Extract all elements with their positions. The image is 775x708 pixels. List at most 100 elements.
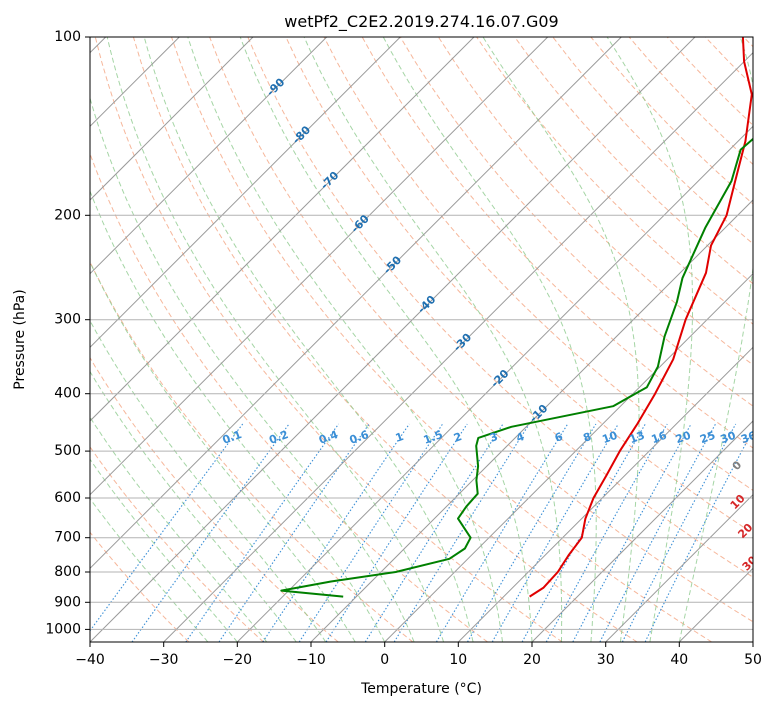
isotherm-line — [90, 37, 549, 496]
isotherm-line — [384, 272, 753, 642]
isotherm-line — [90, 37, 401, 349]
isotherm-line — [90, 37, 328, 275]
x-tick-label: 30 — [597, 652, 615, 668]
y-tick-label: 900 — [54, 594, 81, 610]
isotherm-line — [163, 51, 753, 642]
mixing-ratio-label: 4 — [514, 430, 526, 445]
moist-adiabat-line — [90, 319, 327, 642]
mixing-ratio-line — [521, 423, 646, 642]
x-tick-label: 50 — [744, 652, 762, 668]
mixing-ratio-label: 36 — [739, 429, 758, 447]
mixing-ratio-line — [644, 428, 753, 642]
moist-adiabat-line — [90, 458, 238, 642]
moist-adiabat-label: 40 — [751, 586, 771, 606]
mixing-ratio-label: 6 — [553, 430, 565, 445]
mixing-ratio-label: 16 — [650, 429, 669, 447]
dry-adiabat-line — [399, 37, 753, 407]
dry-adiabat-line — [90, 446, 264, 642]
x-axis-label: Temperature (°C) — [360, 681, 482, 697]
isotherm-line — [605, 493, 753, 642]
mixing-ratio-label: 10 — [600, 429, 619, 447]
mixing-ratio-label: 1.5 — [422, 428, 445, 447]
y-axis-label: Pressure (hPa) — [12, 289, 28, 389]
y-tick-label: 500 — [54, 443, 81, 459]
moist-adiabat-line — [90, 189, 386, 642]
dry-adiabat-line — [514, 37, 753, 285]
moist-adiabat-line — [90, 416, 268, 642]
dry-adiabat-line — [209, 37, 753, 623]
moist-adiabat-line — [606, 37, 693, 642]
moist-adiabat-line — [187, 37, 503, 642]
mixing-ratio-label: 20 — [674, 429, 693, 447]
x-tick-label: 0 — [380, 652, 389, 668]
isotherm-line — [236, 125, 753, 642]
isotherm-line — [457, 346, 753, 642]
mixing-ratio-label: 1 — [394, 430, 406, 445]
mixing-ratio-label: 13 — [628, 429, 647, 446]
mixing-ratio-line — [545, 423, 668, 642]
moist-adiabat-line — [106, 37, 445, 642]
isotherm-line — [90, 37, 622, 570]
mixing-ratio-line — [491, 423, 619, 642]
isotherm-line — [90, 37, 254, 201]
mixing-ratio-label: 3 — [488, 430, 500, 445]
mixing-ratio-line — [435, 423, 569, 642]
axis-ticks: −40 −30 −20 −10 0 10 20 30 40 5010020030040050060… — [45, 29, 762, 668]
dry-adiabat-line — [285, 37, 753, 535]
dry-adiabat-line — [361, 37, 753, 449]
mixing-ratio-label: 25 — [698, 429, 717, 446]
dry-adiabat-line — [437, 37, 753, 366]
isotherm-line — [531, 420, 753, 642]
dry-adiabat-line — [90, 356, 339, 642]
y-tick-label: 400 — [54, 386, 81, 402]
isotherm-line — [90, 37, 475, 422]
mixing-ratio-line — [90, 423, 244, 632]
grid-lines — [90, 37, 753, 642]
plot-frame — [89, 36, 754, 643]
mixing-ratio-label: 0.1 — [221, 428, 244, 447]
temperature-line — [529, 37, 753, 598]
y-tick-label: 800 — [54, 564, 81, 580]
mixing-ratio-line — [467, 423, 597, 642]
mixing-ratio-line — [621, 423, 737, 642]
y-tick-label: 600 — [54, 490, 81, 506]
background-lines — [90, 37, 753, 642]
dry-adiabat-line — [132, 37, 638, 642]
dry-adiabat-line — [323, 37, 753, 491]
mixing-ratio-line — [325, 423, 468, 642]
mixing-ratio-label: 2 — [452, 430, 464, 445]
moist-adiabat-line — [482, 37, 640, 642]
mixing-ratio-line — [185, 423, 340, 642]
mixing-ratio-label: 0.4 — [317, 428, 340, 447]
mixing-ratio-label: 0.2 — [267, 428, 290, 447]
moist-adiabat-line — [143, 37, 474, 642]
x-tick-label: 20 — [523, 652, 541, 668]
moist-adiabat-line — [239, 37, 533, 642]
y-tick-label: 100 — [54, 29, 81, 45]
x-tick-label: −40 — [75, 652, 105, 668]
x-tick-label: −30 — [149, 652, 179, 668]
dry-adiabat-line — [90, 531, 190, 642]
dry-adiabat-line — [90, 152, 488, 642]
dry-adiabat-line — [247, 37, 753, 578]
mixing-ratio-line — [364, 423, 504, 642]
mixing-ratio-line — [599, 423, 716, 642]
dry-adiabat-line — [171, 37, 712, 642]
x-tick-label: 10 — [449, 652, 467, 668]
x-tick-label: −10 — [296, 652, 326, 668]
moist-adiabat-line — [678, 37, 753, 642]
x-tick-label: 40 — [670, 652, 688, 668]
mixing-ratio-line — [131, 423, 290, 642]
mixing-ratio-label: 8 — [581, 430, 593, 445]
x-tick-label: −20 — [223, 652, 253, 668]
y-tick-label: 1000 — [45, 621, 81, 637]
isotherm-line — [90, 37, 696, 642]
y-tick-label: 700 — [54, 530, 81, 546]
moist-adiabat-line — [303, 37, 563, 642]
moist-adiabat-line — [382, 37, 597, 642]
dry-adiabat-line — [94, 37, 563, 642]
y-tick-label: 300 — [54, 312, 81, 328]
chart-title: wetPf2_C2E2.2019.274.16.07.G09 — [284, 12, 558, 32]
